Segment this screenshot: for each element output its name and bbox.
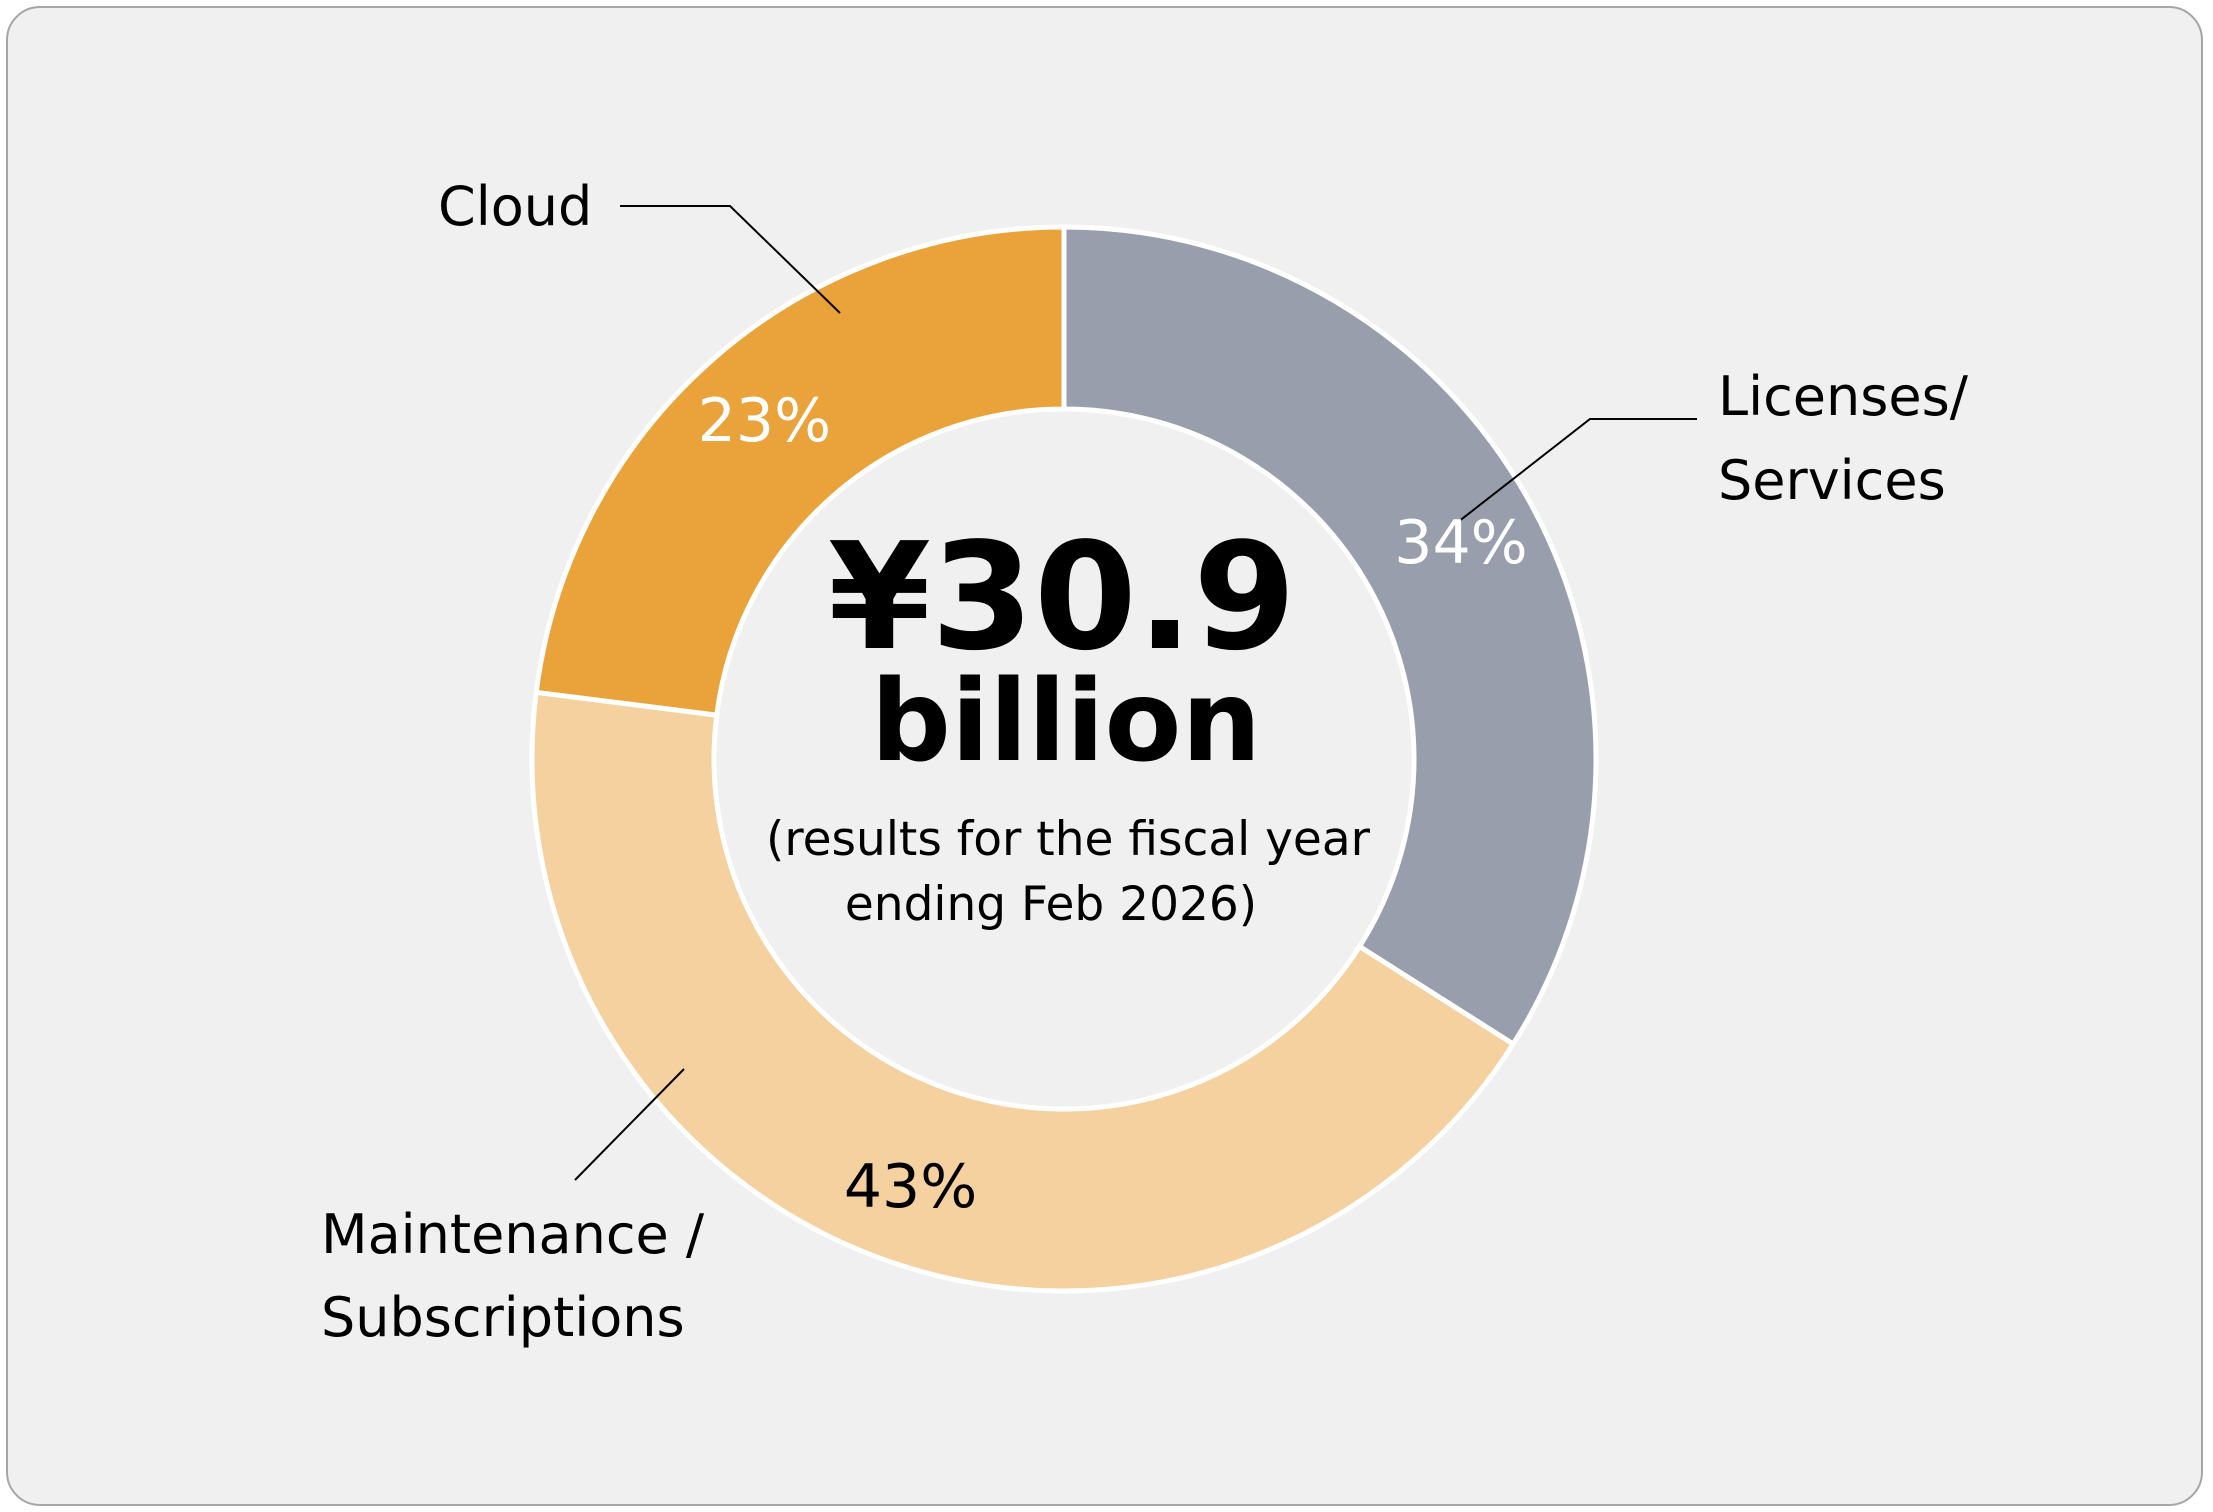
leader-line-licenses-services <box>1457 418 1697 523</box>
value-label-maintenance-subscriptions: 43% <box>844 1152 977 1222</box>
total-note-line2: ending Feb 2026) <box>845 877 1257 932</box>
total-amount: ¥30.9 <box>828 511 1296 683</box>
category-label-licenses-services-line1: Licenses/ <box>1718 365 1969 428</box>
category-label-maintenance-subscriptions-line1: Maintenance / <box>321 1203 705 1266</box>
category-label-cloud-line1: Cloud <box>438 175 592 238</box>
category-label-maintenance-subscriptions-line2: Subscriptions <box>321 1286 685 1349</box>
slice-labels: 34% Licenses/Services 43% Maintenance / Subs… <box>321 175 1969 1349</box>
slice-maintenance-subscriptions <box>529 689 1517 1294</box>
value-label-licenses-services: 34% <box>1394 508 1527 578</box>
total-unit: billion <box>871 657 1261 787</box>
slice-cloud <box>533 224 1067 718</box>
category-label-licenses-services-line2: Services <box>1718 449 1946 512</box>
leader-line-maintenance-subscriptions <box>574 1068 685 1181</box>
value-label-cloud: 23% <box>698 386 831 456</box>
leader-lines <box>574 205 1697 1181</box>
slice-licenses-services <box>1061 224 1599 1048</box>
center-summary: ¥30.9 billion (results for the fiscal ye… <box>766 511 1371 932</box>
leader-line-cloud <box>620 205 841 314</box>
total-note-line1: (results for the fiscal year <box>766 812 1371 867</box>
donut-slices <box>529 224 1599 1294</box>
